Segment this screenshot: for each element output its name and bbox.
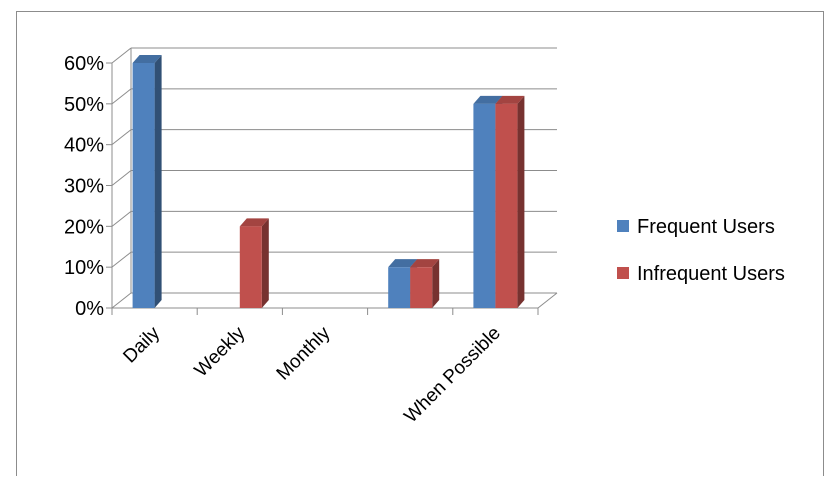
x-category-label: Monthly	[273, 322, 335, 384]
bar-top	[132, 55, 162, 63]
gridline-depth	[111, 251, 132, 268]
bar-side	[154, 55, 162, 308]
y-tick-label: 50%	[64, 94, 104, 116]
gridline-depth	[111, 292, 132, 309]
y-tick-label: 10%	[64, 257, 104, 279]
bar-top	[410, 259, 440, 268]
axes	[106, 48, 558, 315]
gridline-depth	[111, 210, 132, 227]
legend-label: Infrequent Users	[637, 263, 785, 285]
gridline-depth	[111, 170, 132, 186]
bar	[239, 218, 269, 308]
legend: Frequent Users Infrequent Users	[617, 216, 785, 285]
bar-top	[495, 95, 525, 104]
bar	[132, 55, 162, 308]
bar-side	[432, 259, 440, 308]
bar-front	[132, 63, 155, 308]
x-category-label: When Possible	[400, 323, 504, 427]
y-tick-label: 0%	[75, 298, 104, 320]
x-category-label: Daily	[119, 322, 164, 367]
gridline-depth	[111, 129, 132, 146]
chart-area	[16, 11, 824, 476]
bar-top	[239, 218, 269, 227]
bar-front	[473, 103, 496, 308]
legend-label: Frequent Users	[637, 216, 775, 238]
bar-front	[410, 267, 433, 308]
x-axis-category-labels: Daily Weekly Monthly When Possible	[119, 322, 505, 427]
gridline-depth	[111, 47, 132, 64]
legend-swatch	[617, 220, 629, 232]
bar	[410, 259, 440, 308]
bar-top	[473, 95, 503, 104]
legend-item: Infrequent Users	[617, 263, 785, 285]
bar	[495, 95, 525, 308]
y-tick-label: 20%	[64, 216, 104, 238]
bar-front	[388, 267, 411, 308]
legend-swatch	[617, 267, 629, 279]
bars	[132, 55, 525, 308]
y-tick-label: 30%	[64, 176, 104, 198]
bar-side	[261, 218, 269, 308]
y-axis-tick-labels: 0% 10% 20% 30% 40% 50% 60%	[64, 53, 104, 320]
y-tick-label: 60%	[64, 53, 104, 75]
bar-side	[517, 95, 525, 308]
bar-front	[239, 226, 262, 308]
x-axis-depth-line	[537, 292, 558, 309]
x-category-label: Weekly	[191, 322, 250, 381]
gridline-depth	[111, 88, 132, 105]
bar-top	[388, 259, 418, 268]
bar-front	[495, 103, 518, 308]
legend-item: Frequent Users	[617, 216, 775, 238]
y-tick-label: 40%	[64, 135, 104, 157]
